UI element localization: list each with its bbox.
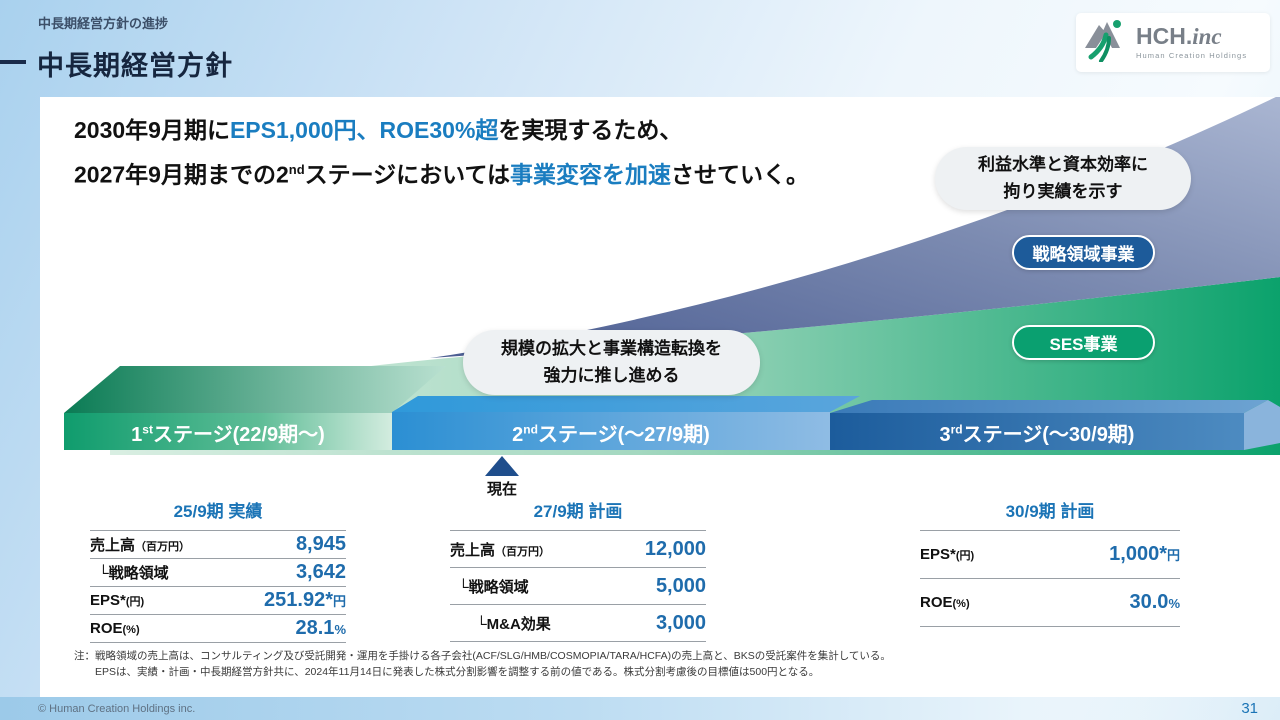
stage-3-bar-top — [830, 400, 1268, 413]
stage-3-bar-front — [830, 413, 1244, 450]
metric-label: ROE(%) — [920, 594, 970, 611]
headline-line-1: 2030年9月期にEPS1,000円、ROE30%超を実現するため、 — [74, 117, 683, 143]
logo-subtitle: Human Creation Holdings — [1136, 51, 1248, 61]
metric-label: EPS*(円) — [920, 546, 975, 563]
metric-value: 8,945 — [295, 533, 346, 555]
metric-label: └M&A効果 — [476, 615, 551, 633]
current-position-arrow-icon — [485, 456, 519, 476]
breadcrumb: 中長期経営方針の進捗 — [38, 16, 169, 31]
copyright: © Human Creation Holdings inc. — [38, 703, 196, 715]
metric-label: EPS*(円) — [90, 592, 145, 609]
table-fy27-plan: 27/9期 計画 売上高（百万円） 12,000 └戦略領域 5,000 └M&… — [450, 497, 706, 642]
profit-callout: 利益水準と資本効率に 拘り実績を示す — [935, 147, 1191, 210]
stage-3-bar-side — [1244, 400, 1280, 450]
table-row: └戦略領域 5,000 — [450, 567, 706, 604]
table-row: 売上高（百万円） 12,000 — [450, 530, 706, 567]
table-row: └M&A効果 3,000 — [450, 604, 706, 642]
metric-value: 12,000 — [644, 537, 706, 560]
table-row: └戦略領域 3,642 — [90, 558, 346, 586]
footnote: 注： 戦略領域の売上高は、コンサルティング及び受託開発・運用を手掛ける各子会社(… — [74, 648, 891, 681]
stage-2-label: 2ndステージ(〜27/9期) — [512, 422, 710, 446]
metric-label: └戦略領域 — [98, 565, 169, 582]
metric-value: 1,000*円 — [1109, 543, 1180, 565]
metric-label: 売上高（百万円） — [450, 541, 551, 559]
table-title: 25/9期 実績 — [173, 502, 263, 521]
strategic-growth-area — [430, 97, 1280, 358]
scale-callout: 規模の拡大と事業構造転換を 強力に推し進める — [463, 330, 760, 395]
footnote-line-1: 戦略領域の売上高は、コンサルティング及び受託開発・運用を手掛ける各子会社(ACF… — [95, 650, 891, 662]
page-title: 中長期経営方針 — [37, 51, 233, 81]
ses-business-pill: SES事業 — [1012, 325, 1155, 360]
footnote-line-2: EPSは、実績・計画・中長期経営方針共に、2024年11月14日に発表した株式分… — [95, 666, 820, 679]
table-fy30-plan: 30/9期 計画 EPS*(円) 1,000*円 ROE(%) 30.0% — [920, 497, 1180, 627]
title-dash-rule — [0, 60, 26, 64]
page-number: 31 — [1241, 700, 1258, 717]
strategic-business-pill: 戦略領域事業 — [1012, 235, 1155, 270]
metric-value: 28.1% — [295, 617, 347, 639]
headline-message: 2030年9月期にEPS1,000円、ROE30%超を実現するため、 2027年… — [74, 111, 809, 195]
stage-1-label: 1stステージ(22/9期〜) — [131, 422, 325, 446]
table-title: 27/9期 計画 — [533, 502, 623, 521]
stage-2-bar-front — [392, 412, 830, 450]
metric-label: └戦略領域 — [458, 578, 529, 596]
table-row: EPS*(円) 1,000*円 — [920, 530, 1180, 578]
table-fy25-actual: 25/9期 実績 売上高（百万円） 8,945 └戦略領域 3,642 EPS*… — [90, 497, 346, 643]
stage-1-bar-top — [64, 366, 446, 413]
metric-value: 251.92*円 — [264, 589, 346, 611]
content-card: 2030年9月期にEPS1,000円、ROE30%超を実現するため、 2027年… — [40, 97, 1280, 697]
metric-value: 3,642 — [295, 561, 346, 583]
headline-line-2: 2027年9月期までの2ndステージにおいては事業変容を加速させていく。 — [74, 161, 810, 188]
table-row: 売上高（百万円） 8,945 — [90, 530, 346, 558]
table-title: 30/9期 計画 — [1005, 502, 1095, 521]
logo-wordmark: HCH.inc — [1136, 23, 1222, 50]
metric-value: 30.0% — [1129, 591, 1181, 613]
stage-3-label: 3rdステージ(〜30/9期) — [939, 422, 1135, 446]
metric-value: 3,000 — [655, 611, 706, 634]
table-row: ROE(%) 28.1% — [90, 614, 346, 643]
company-logo: HCH.inc Human Creation Holdings — [1076, 13, 1270, 72]
footer-band — [0, 697, 1280, 720]
metric-value: 5,000 — [655, 574, 706, 597]
metric-label: ROE(%) — [90, 620, 140, 637]
stage-1-bar-front — [64, 413, 392, 450]
metric-label: 売上高（百万円） — [90, 537, 191, 554]
table-row: EPS*(円) 251.92*円 — [90, 586, 346, 614]
table-row: ROE(%) 30.0% — [920, 578, 1180, 627]
hch-logo-icon — [1084, 18, 1130, 67]
current-position-label: 現在 — [486, 481, 517, 498]
stage-2-bar-top — [392, 396, 860, 412]
